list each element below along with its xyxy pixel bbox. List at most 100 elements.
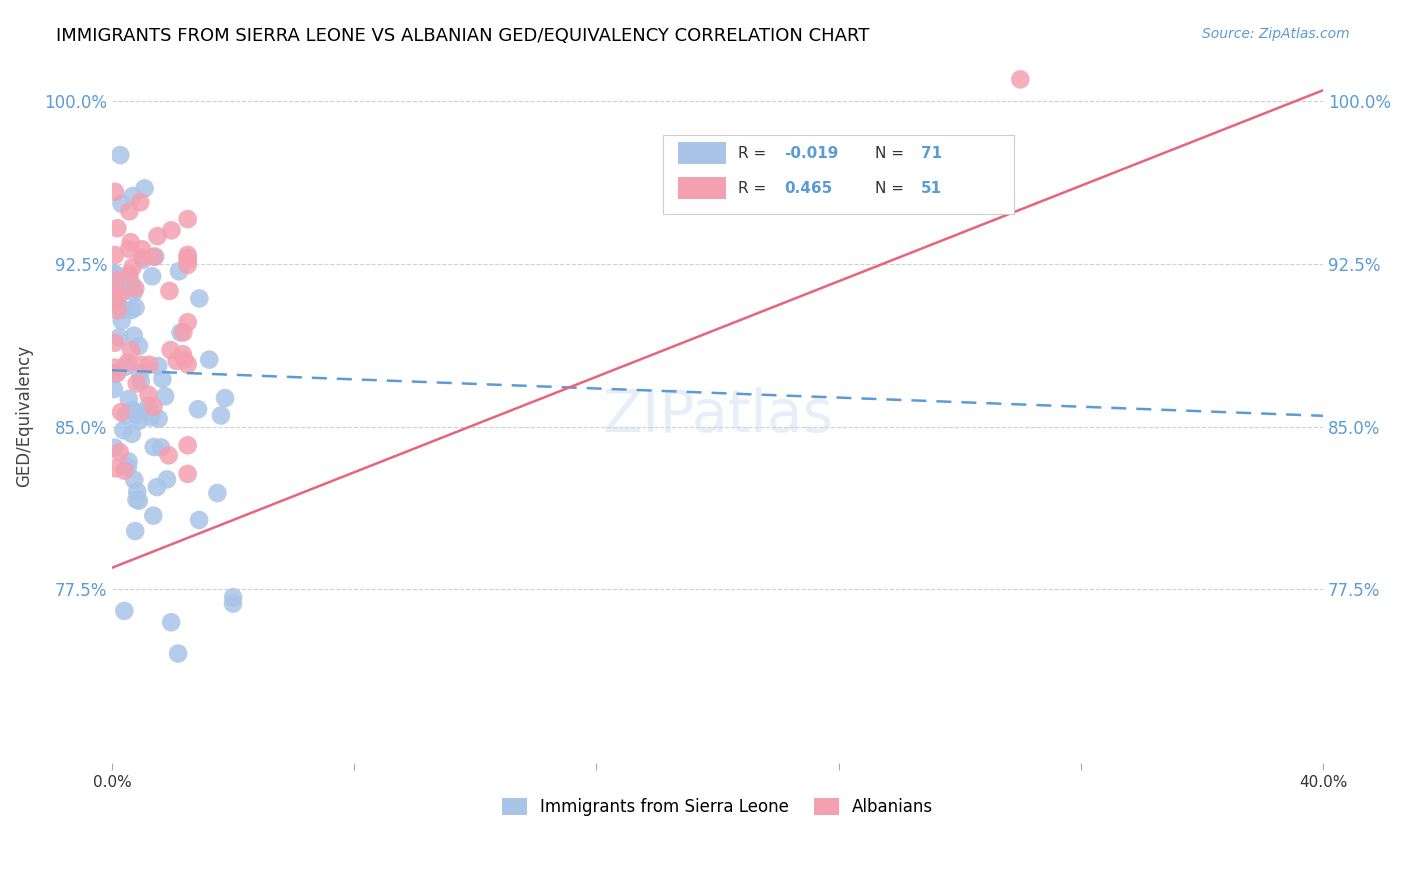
Point <box>150 441 173 455</box>
Point <box>153 389 176 403</box>
Text: Source: ZipAtlas.com: Source: ZipAtlas.com <box>1202 27 1350 41</box>
Legend: Immigrants from Sierra Leone, Albanians: Immigrants from Sierra Leone, Albanians <box>494 789 942 824</box>
Point <box>104 185 127 199</box>
Point <box>134 405 156 419</box>
Point <box>118 242 141 256</box>
Point <box>112 302 135 317</box>
Point <box>167 264 190 278</box>
Point <box>124 301 146 315</box>
Text: IMMIGRANTS FROM SIERRA LEONE VS ALBANIAN GED/EQUIVALENCY CORRELATION CHART: IMMIGRANTS FROM SIERRA LEONE VS ALBANIAN… <box>56 27 870 45</box>
Point <box>187 402 209 417</box>
Point <box>117 355 139 369</box>
Point <box>104 335 127 350</box>
Point <box>138 387 160 401</box>
Point <box>127 408 149 422</box>
Point <box>127 484 149 499</box>
Point <box>176 258 198 272</box>
Point <box>142 508 165 523</box>
Point <box>125 492 148 507</box>
Point <box>146 229 169 244</box>
Point <box>131 358 153 372</box>
Point <box>146 480 169 494</box>
Point <box>141 269 163 284</box>
Y-axis label: GED/Equivalency: GED/Equivalency <box>15 345 32 487</box>
Point <box>207 486 229 500</box>
Point <box>122 328 145 343</box>
Point <box>129 374 152 388</box>
Point <box>120 303 142 318</box>
Point <box>118 281 141 295</box>
Point <box>176 467 198 481</box>
Point <box>110 301 132 316</box>
Point <box>176 212 198 227</box>
Point <box>222 597 245 611</box>
Point <box>214 391 236 405</box>
Point <box>167 647 190 661</box>
Point <box>118 267 141 281</box>
Point <box>114 408 136 422</box>
Point <box>110 405 132 419</box>
Text: R =: R = <box>738 181 776 196</box>
Text: 0.465: 0.465 <box>785 181 832 196</box>
Point <box>120 343 142 358</box>
Point <box>131 242 153 256</box>
Point <box>188 513 211 527</box>
Point <box>188 292 211 306</box>
Point <box>156 472 179 486</box>
Point <box>103 382 125 396</box>
Point <box>142 440 165 454</box>
Text: -0.019: -0.019 <box>785 146 838 161</box>
Text: N =: N = <box>875 146 908 161</box>
Point <box>125 376 148 391</box>
Point <box>110 196 132 211</box>
Point <box>1010 72 1032 87</box>
Point <box>104 360 127 375</box>
Point <box>129 195 152 210</box>
Point <box>124 404 146 418</box>
Point <box>103 279 125 293</box>
Point <box>121 403 143 417</box>
Point <box>176 253 198 268</box>
Point <box>124 281 146 295</box>
Point <box>176 315 198 329</box>
Point <box>118 392 141 406</box>
Point <box>129 366 152 380</box>
Text: N =: N = <box>875 181 908 196</box>
Point <box>104 248 127 262</box>
Point <box>159 343 181 357</box>
Point <box>104 293 127 307</box>
Point <box>132 252 155 267</box>
Point <box>105 221 128 235</box>
Point <box>128 493 150 508</box>
Point <box>222 591 245 605</box>
Point <box>160 223 183 237</box>
Point <box>122 285 145 300</box>
Point <box>124 473 146 487</box>
Point <box>176 358 198 372</box>
Point <box>112 423 135 437</box>
Point <box>173 352 195 367</box>
Point <box>104 273 127 287</box>
Point <box>138 358 160 372</box>
Point <box>104 367 127 381</box>
Point <box>176 251 198 265</box>
Point <box>118 269 141 284</box>
Point <box>108 330 131 344</box>
Point <box>176 438 198 452</box>
Point <box>166 354 188 368</box>
Point <box>138 399 160 413</box>
Point <box>111 314 134 328</box>
Point <box>169 326 191 340</box>
Point <box>104 441 127 455</box>
Point <box>103 266 125 280</box>
Text: R =: R = <box>738 146 772 161</box>
Point <box>134 181 156 195</box>
Point <box>124 524 146 538</box>
Point <box>146 359 169 373</box>
Point <box>176 248 198 262</box>
Point <box>131 251 153 265</box>
Point <box>104 281 127 295</box>
FancyBboxPatch shape <box>678 177 725 199</box>
Point <box>172 347 194 361</box>
Point <box>157 448 180 462</box>
